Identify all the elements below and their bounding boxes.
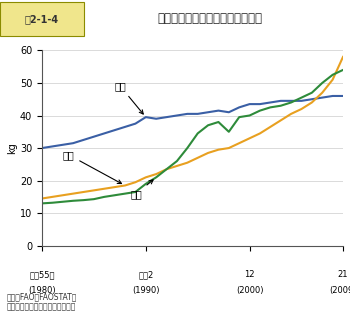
Text: 中国: 中国 [63,150,121,184]
Text: 資料：FAO「FAOSTAT」
　注：供給粗食料ベースの数値。: 資料：FAO「FAOSTAT」 注：供給粗食料ベースの数値。 [7,292,77,312]
Text: 日本: 日本 [115,82,143,114]
Text: 韓国: 韓国 [130,180,153,199]
Text: 21: 21 [338,270,348,279]
Text: 平成2: 平成2 [138,270,153,279]
Text: (2009): (2009) [329,286,350,295]
FancyBboxPatch shape [0,2,84,36]
Text: (1980): (1980) [28,286,56,295]
Text: 12: 12 [244,270,255,279]
Text: (2000): (2000) [236,286,263,295]
Text: 昭和55年: 昭和55年 [29,270,55,279]
Text: (1990): (1990) [132,286,160,295]
Text: 図2-1-4: 図2-1-4 [25,14,59,24]
Text: １人１年当たり肉類消費量の推移: １人１年当たり肉類消費量の推移 [158,12,262,26]
Y-axis label: kg: kg [7,142,17,154]
